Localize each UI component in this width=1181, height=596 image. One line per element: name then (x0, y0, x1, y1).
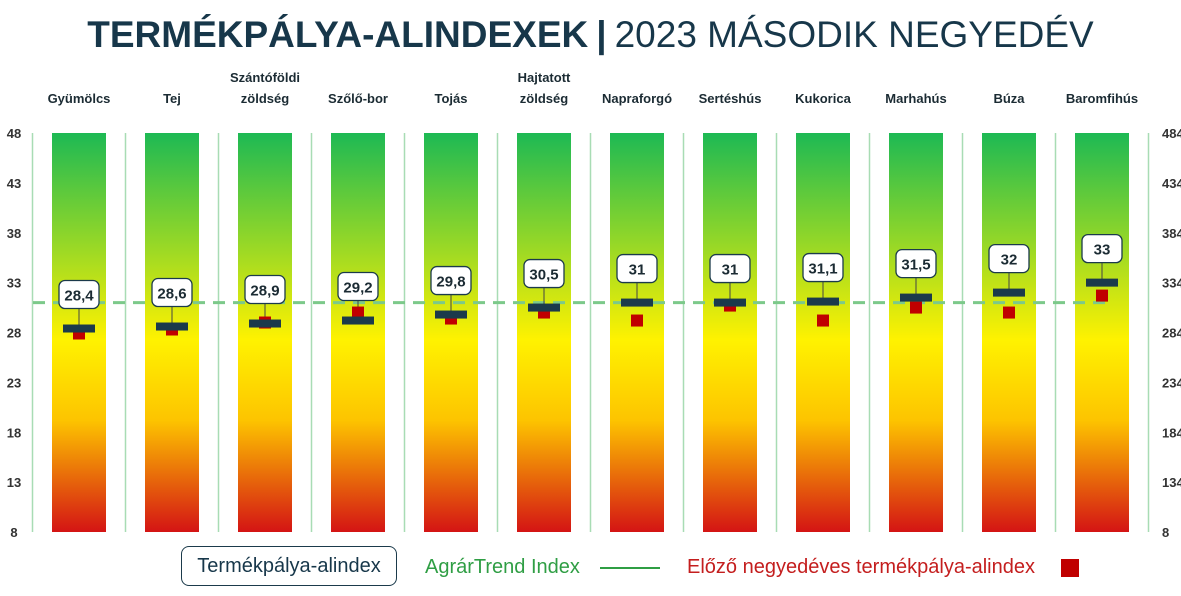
y-tick-left: 8 (10, 525, 17, 540)
value-label-box (988, 243, 1030, 274)
value-label-box (151, 277, 193, 308)
bar-range-11 (982, 133, 1036, 532)
bar-range-12 (1075, 133, 1129, 532)
value-label-box (616, 253, 658, 284)
y-tick-right: 384 (1162, 226, 1181, 241)
bar-range-7 (610, 133, 664, 532)
subindex-marker-7 (621, 298, 653, 307)
value-label-box (337, 271, 379, 302)
legend-previous-square (1061, 559, 1079, 577)
category-label: Baromfihús (1066, 91, 1138, 106)
y-tick-left: 38 (7, 226, 21, 241)
y-tick-right: 284 (1162, 326, 1181, 341)
y-tick-right: 134 (1162, 475, 1181, 490)
y-tick-left: 28 (7, 326, 21, 341)
value-label: 31 (629, 262, 646, 279)
legend-previous-label: Előző negyedéves termékpálya-alindex (687, 556, 1035, 578)
category-label: Szőlő-bor (328, 91, 388, 106)
subindex-marker-2 (156, 322, 188, 331)
legend-agrartrend-line (600, 567, 660, 569)
legend-agrartrend-label: AgrárTrend Index (425, 556, 580, 578)
y-tick-left: 23 (7, 375, 21, 390)
y-tick-right: 8 (1162, 525, 1169, 540)
y-tick-right: 434 (1162, 176, 1181, 191)
value-label: 31,1 (808, 261, 837, 278)
category-label: Marhahús (885, 91, 946, 106)
y-tick-right: 234 (1162, 375, 1181, 390)
subindex-marker-6 (528, 303, 560, 312)
value-label-box (895, 248, 937, 279)
previous-marker-10 (910, 301, 922, 314)
title-separator: | (596, 14, 607, 55)
title-period: 2023 MÁSODIK NEGYEDÉV (614, 14, 1094, 55)
previous-marker-11 (1003, 306, 1015, 319)
previous-marker-4 (352, 306, 364, 319)
subindex-marker-11 (993, 288, 1025, 297)
value-label-box (244, 274, 286, 305)
value-label: 29,2 (343, 280, 372, 297)
value-label: 32 (1001, 252, 1018, 269)
category-label: Kukorica (795, 91, 851, 106)
category-label: Napraforgó (602, 91, 672, 106)
subindex-marker-9 (807, 297, 839, 306)
value-label: 28,4 (64, 288, 94, 305)
value-label: 29,8 (436, 274, 465, 291)
bar-range-5 (424, 133, 478, 532)
legend: Termékpálya-alindex AgrárTrend Index Elő… (0, 546, 1181, 590)
category-label: Tojás (435, 91, 468, 106)
value-label: 30,5 (529, 267, 558, 284)
value-label-box (523, 258, 565, 289)
subindex-marker-4 (342, 316, 374, 325)
value-label-box (709, 253, 751, 284)
y-tick-left: 13 (7, 475, 21, 490)
subindex-marker-1 (63, 324, 95, 333)
y-tick-right: 484 (1162, 126, 1181, 141)
value-label: 28,9 (250, 283, 279, 300)
title-main: TERMÉKPÁLYA-ALINDEXEK (87, 14, 589, 55)
value-label-box (802, 252, 844, 283)
category-label: Sertéshús (699, 91, 762, 106)
category-label: Hajtatott zöldség (518, 70, 571, 106)
y-tick-left: 48 (7, 126, 21, 141)
category-label: Gyümölcs (48, 91, 111, 106)
y-tick-left: 43 (7, 176, 21, 191)
bar-range-8 (703, 133, 757, 532)
previous-marker-9 (817, 314, 829, 327)
subindex-marker-8 (714, 298, 746, 307)
value-label-box (58, 279, 100, 310)
bar-range-4 (331, 133, 385, 532)
value-label-box (430, 265, 472, 296)
y-tick-left: 18 (7, 425, 21, 440)
y-tick-right: 334 (1162, 276, 1181, 291)
subindex-marker-10 (900, 293, 932, 302)
bar-range-9 (796, 133, 850, 532)
bar-range-3 (238, 133, 292, 532)
category-label: Búza (993, 91, 1025, 106)
subindex-marker-12 (1086, 278, 1118, 287)
y-tick-left: 33 (7, 276, 21, 291)
chart-title: TERMÉKPÁLYA-ALINDEXEK | 2023 MÁSODIK NEGYE… (0, 14, 1181, 56)
value-label: 31,5 (901, 257, 930, 274)
legend-index-box: Termékpálya-alindex (181, 546, 397, 586)
value-label-box (1081, 233, 1123, 264)
value-label: 31 (722, 262, 739, 279)
previous-marker-12 (1096, 289, 1108, 302)
subindex-marker-3 (249, 319, 281, 328)
bar-range-6 (517, 133, 571, 532)
value-label: 33 (1094, 242, 1111, 259)
previous-marker-7 (631, 314, 643, 327)
category-label: Tej (163, 91, 181, 106)
y-tick-right: 184 (1162, 425, 1181, 440)
subindex-marker-5 (435, 310, 467, 319)
bar-range-10 (889, 133, 943, 532)
category-label: Szántóföldi zöldség (230, 70, 300, 106)
value-label: 28,6 (157, 286, 186, 303)
